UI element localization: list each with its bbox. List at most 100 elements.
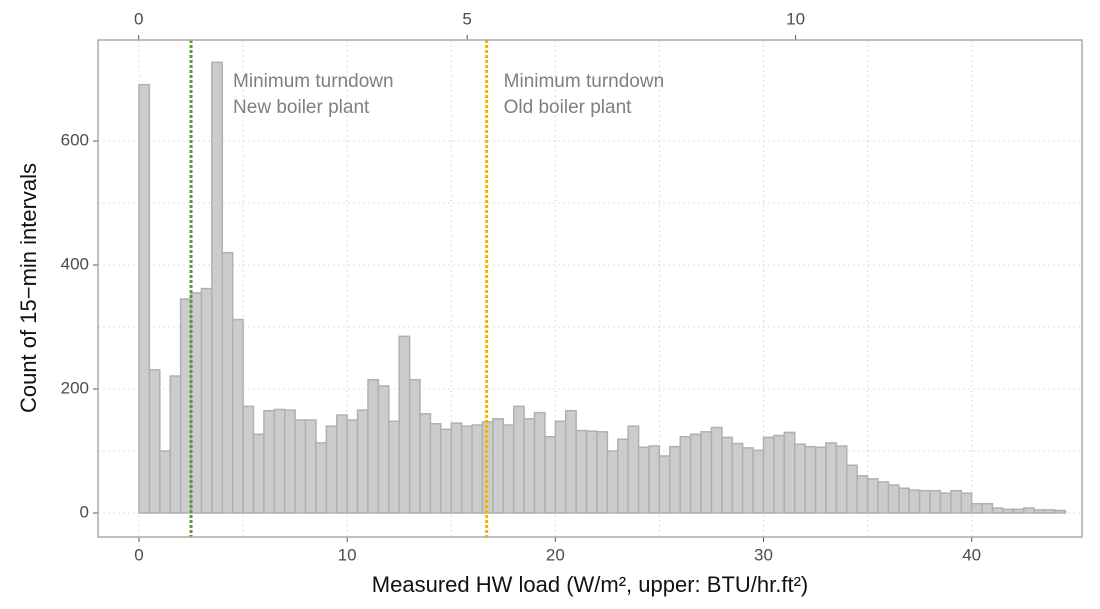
bar [564, 409, 577, 514]
bar [793, 443, 806, 514]
bar [377, 385, 390, 514]
x-tick-label: 30 [754, 545, 773, 564]
bar [159, 450, 171, 514]
x2-tick-label: 10 [786, 9, 805, 28]
bar [627, 425, 640, 514]
annotation: Minimum turndown [233, 71, 394, 92]
bar [846, 464, 858, 514]
bar [533, 411, 546, 514]
bar [887, 484, 900, 514]
bar [991, 507, 1004, 514]
bar [835, 445, 848, 514]
bar [283, 409, 296, 514]
bar [960, 492, 973, 514]
bar [939, 492, 952, 514]
plot-border [97, 39, 1083, 538]
bar [388, 420, 400, 514]
bar [648, 445, 661, 514]
bar [325, 425, 338, 514]
y-tick-label: 0 [80, 502, 89, 521]
bar [398, 335, 411, 514]
bar [294, 419, 307, 514]
bar [554, 420, 567, 514]
bar [356, 409, 369, 514]
y-tick-label: 200 [61, 379, 89, 398]
bar [679, 436, 692, 514]
bar [544, 436, 557, 514]
bar [408, 378, 421, 514]
bar [575, 429, 588, 514]
bar [169, 375, 182, 514]
bar [242, 405, 255, 514]
bar [179, 298, 192, 514]
y-tick-label: 600 [61, 131, 89, 150]
bar [346, 419, 359, 514]
bar [231, 318, 244, 514]
bar [1043, 509, 1056, 514]
bar [856, 475, 869, 514]
bar [252, 433, 265, 514]
bar [471, 424, 484, 514]
bar [367, 378, 380, 514]
bar [1002, 508, 1015, 514]
bar [877, 481, 890, 514]
bar [689, 433, 702, 514]
x-axis-title: Measured HW load (W/m², upper: BTU/hr.ft… [372, 572, 808, 597]
bar [814, 446, 827, 514]
x-tick-label: 0 [134, 545, 143, 564]
bar [950, 489, 963, 514]
bar [898, 487, 910, 514]
bar [148, 369, 161, 514]
annotation: Old boiler plant [504, 97, 633, 118]
bar [512, 405, 525, 514]
bar [752, 449, 765, 514]
bar [700, 431, 713, 514]
bar [585, 430, 598, 514]
bar [419, 413, 432, 514]
bar [1022, 507, 1035, 514]
bar [866, 478, 879, 514]
bar [658, 455, 671, 514]
y-tick-label: 400 [61, 255, 89, 274]
bar [929, 489, 942, 514]
bar [190, 292, 203, 514]
bar [731, 442, 744, 514]
bar [710, 426, 723, 514]
bar [523, 418, 536, 514]
bar [200, 287, 213, 514]
x-tick-label: 20 [546, 545, 565, 564]
bar [263, 409, 276, 514]
bar [606, 450, 619, 514]
bar [336, 414, 348, 514]
bar [804, 445, 817, 514]
annotation: New boiler plant [233, 97, 370, 118]
bar [825, 442, 838, 514]
bar [1012, 508, 1025, 514]
bar [773, 434, 786, 514]
y-axis-title: Count of 15−min intervals [16, 163, 41, 413]
x2-tick-label: 0 [134, 9, 143, 28]
bar [783, 431, 796, 514]
bar [637, 446, 650, 514]
bar [918, 489, 931, 514]
bar [221, 251, 234, 514]
bar [273, 408, 286, 514]
annotation: Minimum turndown [504, 71, 664, 92]
x-tick-label: 10 [338, 545, 357, 564]
bar [460, 425, 473, 514]
bar [669, 445, 681, 514]
x-tick-label: 40 [962, 545, 981, 564]
bar [304, 419, 317, 514]
bar [440, 428, 453, 514]
bar [211, 61, 224, 514]
bar [492, 418, 505, 514]
bar [450, 422, 463, 514]
bar [721, 436, 734, 514]
bar [596, 431, 609, 514]
bar [429, 422, 442, 514]
bar [1033, 509, 1046, 514]
bar [617, 438, 629, 514]
x2-tick-label: 5 [462, 9, 471, 28]
bar [502, 424, 515, 514]
